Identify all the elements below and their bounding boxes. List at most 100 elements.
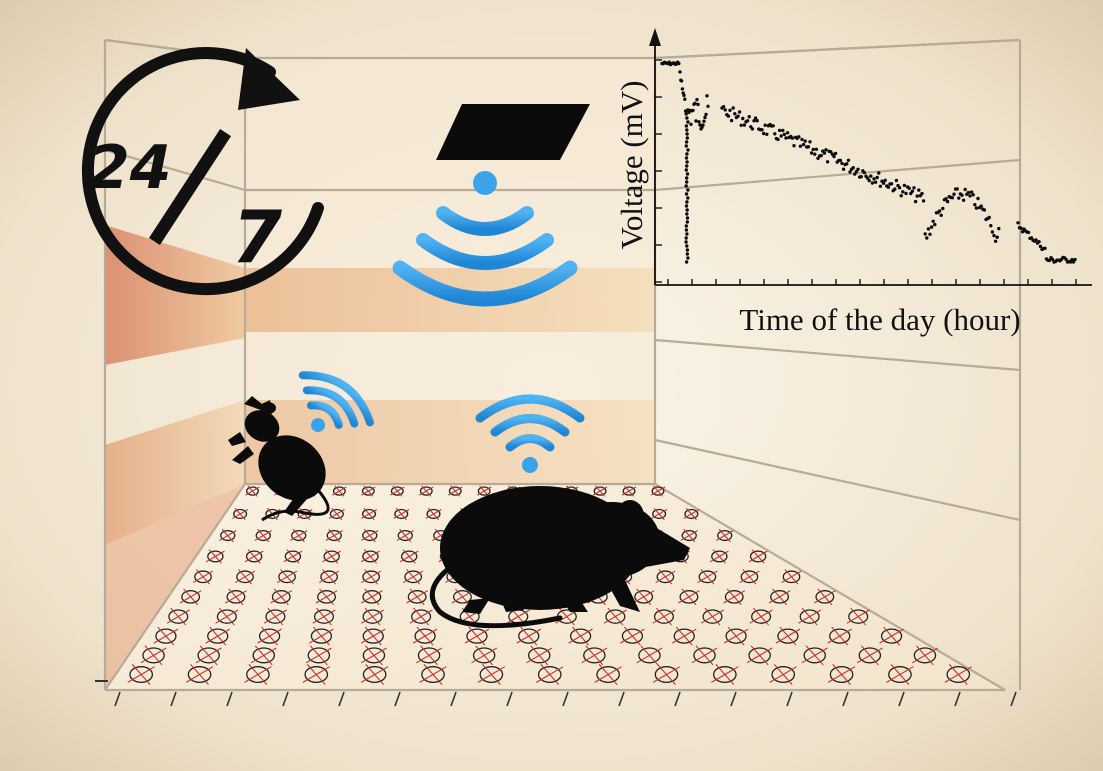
cycle-arrow-icon bbox=[81, 47, 324, 296]
sensor-cell bbox=[245, 485, 260, 497]
sensor-cell bbox=[768, 588, 791, 606]
sensor-cell bbox=[127, 664, 155, 685]
reader-plate-icon bbox=[436, 104, 590, 160]
sensor-cell bbox=[911, 645, 938, 666]
sensor-cell bbox=[451, 588, 474, 606]
wifi-icon bbox=[298, 371, 374, 432]
sensor-cell bbox=[153, 626, 179, 646]
sensor-cell bbox=[814, 588, 836, 606]
sensor-cell bbox=[621, 485, 637, 497]
sensor-cell bbox=[526, 645, 553, 666]
sensor-cell bbox=[361, 507, 378, 521]
sensor-cell bbox=[581, 645, 608, 666]
sensor-cell bbox=[360, 626, 386, 646]
badge-hours: 24 bbox=[88, 133, 172, 203]
sensor-cell bbox=[360, 607, 385, 626]
sensor-cell bbox=[166, 607, 190, 626]
sensor-cell bbox=[652, 607, 676, 626]
sensor-cell bbox=[360, 645, 387, 666]
sensor-cell bbox=[749, 607, 773, 626]
sensor-cell bbox=[305, 645, 332, 666]
sensor-cell bbox=[536, 664, 564, 685]
sensor-cell bbox=[700, 607, 725, 626]
sensor-cell bbox=[464, 626, 490, 646]
x-axis-label: Time of the day (hour) bbox=[739, 302, 1020, 337]
sensor-cell bbox=[225, 588, 247, 606]
sensor-cell bbox=[425, 507, 442, 521]
sensor-cell bbox=[723, 626, 749, 646]
wifi-icon bbox=[475, 394, 585, 473]
sensor-cell bbox=[652, 664, 681, 685]
rat-silhouette bbox=[429, 486, 690, 629]
sensor-cell bbox=[746, 645, 773, 666]
sensor-cell bbox=[195, 645, 222, 666]
sensor-cell bbox=[403, 569, 424, 585]
sensor-cell bbox=[361, 528, 379, 543]
sensor-cell bbox=[516, 626, 542, 646]
sensor-cell bbox=[309, 626, 334, 646]
sensor-cell bbox=[412, 626, 438, 646]
sensor-cell bbox=[409, 607, 433, 626]
sensor-cell bbox=[723, 588, 746, 606]
sensor-cell bbox=[361, 549, 380, 564]
sensor-cell bbox=[886, 664, 914, 685]
sensor-cell bbox=[697, 569, 718, 585]
sensor-cell bbox=[827, 626, 853, 646]
sensor-cell bbox=[691, 645, 718, 666]
sensor-cell bbox=[944, 664, 973, 685]
sensor-cell bbox=[396, 528, 414, 543]
sensor-cell bbox=[683, 507, 700, 521]
sensor-cell bbox=[205, 549, 225, 564]
sensor-cell bbox=[393, 507, 410, 521]
sensor-cell bbox=[680, 528, 698, 543]
sensor-cell bbox=[711, 664, 739, 685]
sensor-cell bbox=[250, 645, 277, 666]
sensor-cell bbox=[827, 664, 856, 685]
sensor-cell bbox=[390, 485, 405, 497]
sensor-cell bbox=[716, 528, 734, 543]
sensor-cell bbox=[192, 569, 214, 585]
sensor-cell bbox=[215, 607, 239, 626]
sensor-cell bbox=[179, 588, 202, 606]
cycle-badge: 24 7 bbox=[81, 47, 324, 296]
sensor-cell bbox=[671, 626, 697, 646]
sensor-cell bbox=[290, 528, 308, 543]
sensor-cell bbox=[592, 485, 608, 497]
sensor-cell bbox=[399, 549, 419, 564]
sensor-cell bbox=[594, 664, 622, 685]
sensor-cell bbox=[361, 485, 376, 497]
sensor-cell bbox=[140, 645, 167, 666]
sensor-cell bbox=[361, 588, 383, 606]
sensor-cell bbox=[318, 569, 340, 585]
voltage-chart: Voltage (mV) Time of the day (hour) bbox=[614, 28, 1092, 337]
sensor-cell bbox=[636, 645, 663, 666]
y-axis-label: Voltage (mV) bbox=[614, 80, 649, 249]
sensor-cell bbox=[312, 607, 336, 626]
sensor-cell bbox=[655, 569, 676, 585]
sensor-cell bbox=[244, 549, 264, 564]
sensor-cell bbox=[302, 664, 331, 685]
sensor-cell bbox=[603, 607, 627, 626]
sensor-cell bbox=[781, 569, 802, 585]
sensor-cell bbox=[360, 664, 389, 685]
sensor-cell bbox=[416, 645, 443, 666]
sensor-cell bbox=[257, 626, 282, 646]
voltage-trace bbox=[660, 60, 1077, 264]
sensor-cell bbox=[419, 664, 447, 685]
sensor-cell bbox=[270, 588, 293, 606]
sensor-cell bbox=[448, 485, 463, 497]
sensor-cell bbox=[739, 569, 760, 585]
sensor-cell bbox=[263, 607, 287, 626]
sensor-cell bbox=[801, 645, 828, 666]
mouse-silhouette bbox=[228, 396, 330, 522]
sensor-cell bbox=[798, 607, 822, 626]
badge-days: 7 bbox=[232, 195, 282, 279]
sensor-cell bbox=[328, 507, 345, 521]
cycle-arrowhead-icon bbox=[238, 48, 300, 110]
sensor-cell bbox=[775, 626, 801, 646]
sensor-cell bbox=[361, 569, 382, 585]
sensor-cell bbox=[276, 569, 298, 585]
sensor-cell bbox=[244, 664, 272, 685]
sensor-cell bbox=[406, 588, 428, 606]
